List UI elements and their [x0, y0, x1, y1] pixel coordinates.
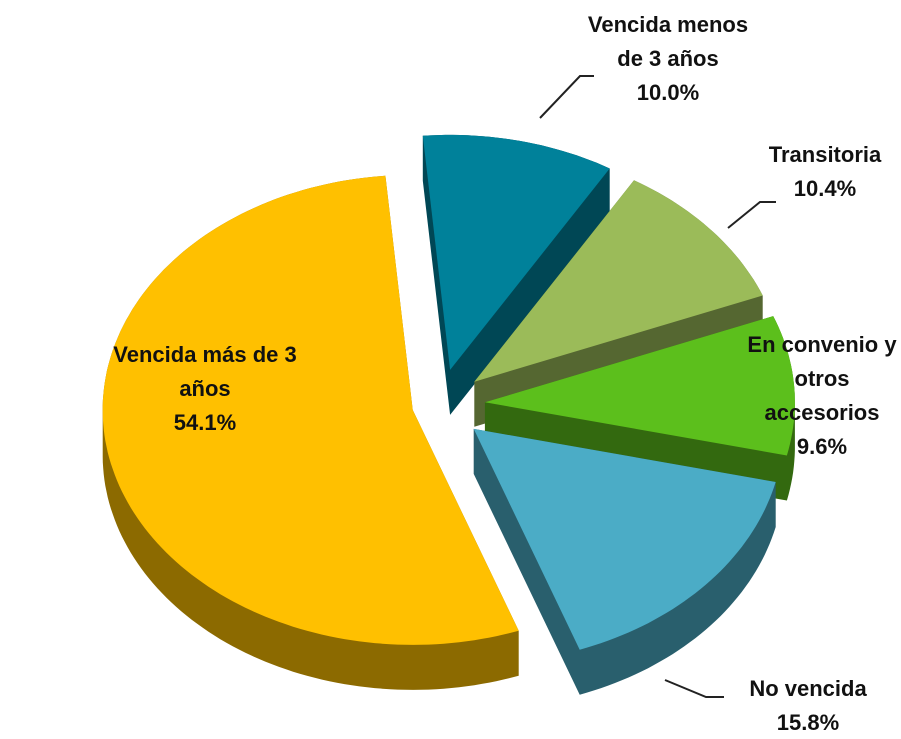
value-label: 54.1%	[173, 410, 237, 435]
category-label: Vencida más de 3 años	[113, 342, 297, 401]
slice	[102, 175, 519, 645]
category-label: En convenio y otros accesorios	[747, 332, 897, 425]
slice-label: En convenio y otros accesorios 9.6%	[740, 328, 901, 464]
slice	[473, 428, 776, 650]
category-label: No vencida	[749, 676, 867, 701]
leader-line	[539, 75, 594, 119]
slice	[422, 134, 610, 370]
value-label: 10.4%	[793, 176, 857, 201]
slice	[484, 316, 795, 456]
slice	[474, 180, 763, 382]
slice-label: Vencida menos de 3 años 10.0%	[586, 8, 751, 110]
leader-line	[664, 679, 724, 698]
leader-line	[727, 201, 776, 229]
slice-label: No vencida 15.8%	[726, 672, 891, 739]
value-label: 10.0%	[636, 80, 700, 105]
slice-label: Vencida más de 3 años 54.1%	[105, 338, 305, 440]
category-label: Vencida menos de 3 años	[587, 12, 749, 71]
value-label: 9.6%	[796, 434, 848, 459]
value-label: 15.8%	[776, 710, 840, 735]
category-label: Transitoria	[768, 142, 882, 167]
slice-label: Transitoria 10.4%	[743, 138, 901, 206]
